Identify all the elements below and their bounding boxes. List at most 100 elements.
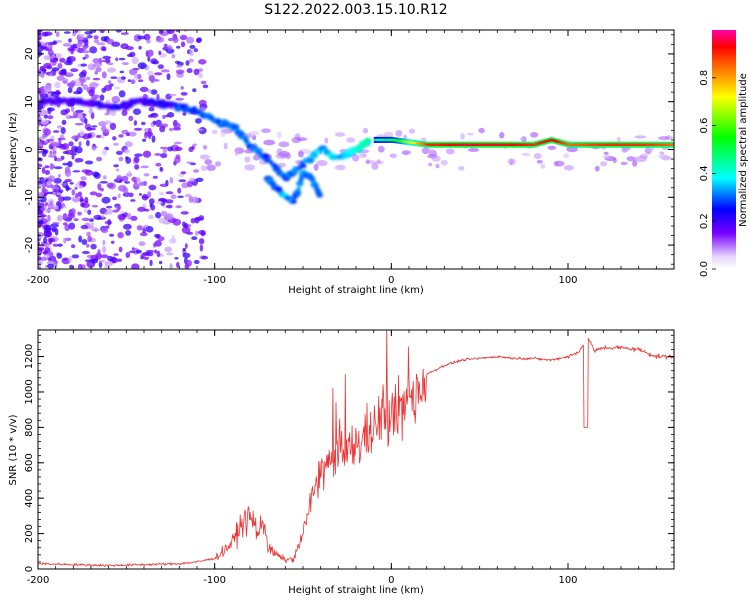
heatmap-noise-blob xyxy=(117,203,121,211)
heatmap-band-core xyxy=(553,139,557,143)
heatmap-noise-blob xyxy=(182,252,191,259)
heatmap-band-core xyxy=(615,143,618,146)
heatmap-noise-blob xyxy=(109,122,117,131)
heatmap-noise-blob xyxy=(612,158,617,164)
heatmap-noise-blob xyxy=(109,109,117,117)
heatmap-band-core xyxy=(568,143,572,146)
heatmap-ridge-point xyxy=(366,141,372,145)
heatmap-noise-blob xyxy=(139,232,148,237)
heatmap-noise-blob xyxy=(191,236,198,241)
heatmap-noise-blob xyxy=(445,148,455,155)
heatmap-noise-blob xyxy=(94,94,100,99)
heatmap-noise-blob xyxy=(133,127,143,131)
heatmap-noise-blob xyxy=(346,137,356,143)
heatmap-noise-blob xyxy=(41,167,46,174)
heatmap-noise-blob xyxy=(157,64,164,70)
heatmap-ridge-point xyxy=(312,153,318,159)
heatmap-band-core xyxy=(460,143,463,146)
heatmap-band-core xyxy=(564,142,567,146)
heatmap-noise-blob xyxy=(110,240,115,244)
heatmap-noise-blob xyxy=(130,199,136,202)
heatmap-noise-blob xyxy=(76,36,85,41)
heatmap-noise-blob xyxy=(86,243,90,248)
heatmap-noise-blob xyxy=(143,256,149,260)
heatmap-noise-blob xyxy=(198,215,205,221)
heatmap-band-core xyxy=(445,143,449,146)
heatmap-noise-blob xyxy=(100,36,108,42)
heatmap-noise-blob xyxy=(160,31,169,37)
heatmap-noise-blob xyxy=(101,46,107,52)
heatmap-ridge-point xyxy=(316,192,323,198)
heatmap-band-core xyxy=(530,143,533,146)
heatmap-noise-blob xyxy=(43,149,49,154)
heatmap-band-core xyxy=(473,143,476,146)
heatmap-noise-blob xyxy=(74,146,83,154)
heatmap-noise-blob xyxy=(90,243,97,250)
heatmap-noise-blob xyxy=(65,237,72,241)
heatmap-noise-blob xyxy=(56,214,63,222)
heatmap-noise-blob xyxy=(99,134,105,139)
heatmap-band-core xyxy=(416,142,419,145)
heatmap-noise-blob xyxy=(55,31,60,38)
heatmap-noise-blob xyxy=(61,119,67,125)
heatmap-noise-blob xyxy=(175,154,181,159)
heatmap-noise-blob xyxy=(147,55,151,62)
heatmap-noise-blob xyxy=(94,70,98,75)
heatmap-noise-blob xyxy=(41,182,47,188)
heatmap-noise-blob xyxy=(111,95,121,104)
heatmap-band-core xyxy=(613,143,616,146)
heatmap-noise-blob xyxy=(38,209,43,215)
heatmap-noise-blob xyxy=(134,153,143,157)
heatmap-noise-blob xyxy=(64,108,71,113)
heatmap-noise-blob xyxy=(298,151,304,158)
snr-xlabel: Height of straight line (km) xyxy=(288,585,424,596)
heatmap-noise-blob xyxy=(174,60,181,64)
heatmap-noise-blob xyxy=(147,49,154,57)
heatmap-noise-blob xyxy=(172,37,179,43)
heatmap-noise-blob xyxy=(78,141,82,147)
heatmap-noise-blob xyxy=(68,255,72,263)
heatmap-noise-blob xyxy=(458,166,465,171)
heatmap-band-core xyxy=(456,143,459,146)
heatmap-noise-blob xyxy=(188,196,194,203)
heatmap-band-core xyxy=(551,139,555,142)
heatmap-noise-blob xyxy=(70,105,75,113)
heatmap-noise-blob xyxy=(51,67,60,72)
heatmap-band-core xyxy=(452,143,455,146)
heatmap-noise-blob xyxy=(658,154,668,159)
heatmap-noise-blob xyxy=(47,115,54,120)
heatmap-noise-blob xyxy=(507,158,516,165)
heatmap-band-core xyxy=(420,142,423,146)
heatmap-band-core xyxy=(583,143,586,146)
heatmap-band-core xyxy=(462,143,466,146)
heatmap-noise-blob xyxy=(47,175,56,183)
heatmap-band-core xyxy=(511,143,514,146)
heatmap-noise-blob xyxy=(168,238,177,244)
heatmap-noise-blob xyxy=(64,169,72,177)
heatmap-noise-blob xyxy=(168,37,174,42)
heatmap-band-core xyxy=(447,143,451,146)
heatmap-noise-blob xyxy=(201,255,209,260)
heatmap-noise-blob xyxy=(56,39,62,43)
heatmap-noise-blob xyxy=(334,132,346,137)
heatmap-noise-blob xyxy=(395,129,403,137)
heatmap-noise-blob xyxy=(38,30,42,35)
heatmap-band-core xyxy=(464,143,468,146)
heatmap-noise-blob xyxy=(148,214,154,220)
heatmap-noise-blob xyxy=(174,146,183,151)
heatmap-noise-blob xyxy=(143,33,151,41)
heatmap-band-core xyxy=(611,143,614,146)
heatmap-noise-blob xyxy=(92,145,98,149)
heatmap-band-core xyxy=(570,143,574,146)
heatmap-noise-blob xyxy=(252,134,257,141)
heatmap-noise-blob xyxy=(159,183,169,187)
heatmap-noise-blob xyxy=(106,208,114,215)
heatmap-noise-blob xyxy=(61,257,71,265)
heatmap-noise-blob xyxy=(109,233,115,237)
heatmap-noise-blob xyxy=(88,89,95,97)
heatmap-band-core xyxy=(428,143,432,146)
heatmap-noise-blob xyxy=(43,236,48,244)
heatmap-band-core xyxy=(477,143,480,146)
heatmap-noise-blob xyxy=(253,154,260,161)
heatmap-noise-blob xyxy=(175,205,182,209)
